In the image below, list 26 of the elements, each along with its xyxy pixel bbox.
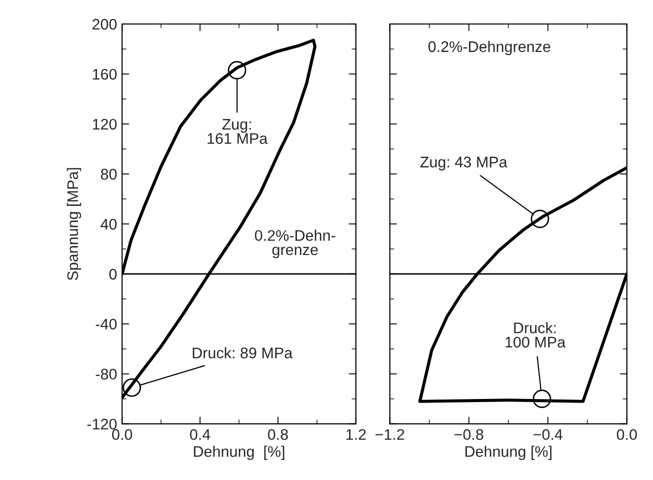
- annotation: Druck: 100 MPa: [506, 322, 566, 348]
- y-tick-label: 80: [100, 168, 117, 180]
- x-tick-label: 0.0: [616, 429, 637, 440]
- annotation: Zug: 43 MPa: [420, 156, 508, 170]
- y-tick-label: 200: [92, 18, 117, 30]
- y-tick-label: 120: [92, 118, 117, 130]
- y-tick-label: -120: [87, 418, 117, 430]
- x-tick-label: −1.2: [376, 429, 404, 440]
- y-axis-title: Spannung [MPa]: [66, 168, 82, 280]
- x-tick-label: 0.4: [190, 429, 210, 440]
- x-tick-label: 1.2: [346, 429, 366, 440]
- annotation: Zug: 161 MPa: [208, 119, 268, 144]
- x-tick-label: −0.4: [534, 429, 562, 440]
- x-tick-label: 0.0: [112, 429, 132, 440]
- y-tick-label: -80: [96, 368, 117, 380]
- y-tick-label: 40: [100, 218, 117, 230]
- y-tick-label: 0: [109, 268, 117, 280]
- x-tick-label: −0.8: [454, 429, 484, 440]
- y-tick-label: 160: [92, 68, 117, 80]
- y-tick-label: -40: [96, 318, 117, 330]
- x-axis-title: Dehnung [%]: [194, 446, 284, 460]
- x-tick-label: 0.8: [268, 429, 288, 440]
- x-axis-title: Dehnung [%]: [465, 446, 552, 460]
- annotation: Druck: 89 MPa: [192, 347, 293, 358]
- annotation: 0.2%-Dehngrenze: [428, 40, 550, 56]
- annotation: 0.2%-Dehn- grenze: [254, 230, 336, 258]
